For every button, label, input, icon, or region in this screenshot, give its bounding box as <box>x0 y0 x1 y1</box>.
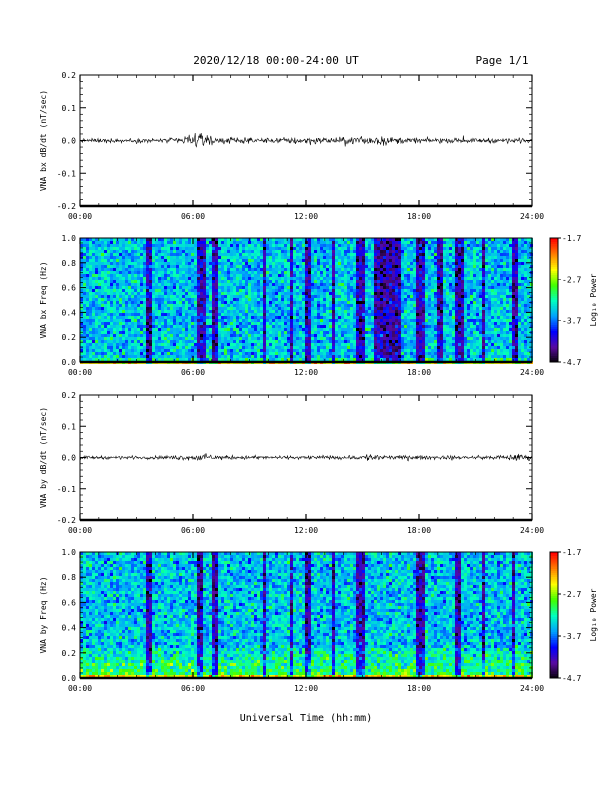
y-tick-label: 0.2 <box>62 71 77 80</box>
colorbar-tick-label: -1.7 <box>562 234 581 243</box>
y-tick-label: 0.0 <box>62 674 77 683</box>
x-tick-label: 12:00 <box>294 212 318 221</box>
colorbar-tick-label: -2.7 <box>562 590 581 599</box>
y-tick-label: 0.0 <box>62 358 77 367</box>
x-tick-label: 24:00 <box>520 684 544 693</box>
colorbar-tick-label: -4.7 <box>562 674 581 683</box>
panel-4: -1.7 -2.7 -3.7 -4.7 Log₁₀ Power 1.0 0.8 0.6 0.4 0… <box>39 548 598 693</box>
y-tick-label: 0.2 <box>62 391 77 400</box>
figure-title: 2020/12/18 00:00-24:00 UT <box>193 54 359 67</box>
x-tick-label: 18:00 <box>407 526 431 535</box>
y-tick-label: 1.0 <box>62 234 77 243</box>
colorbar-tick-label: -3.7 <box>562 632 581 641</box>
y-tick-label: 0.8 <box>62 259 77 268</box>
colorbar-label: Log₁₀ Power <box>589 588 598 641</box>
trace-line <box>79 132 533 148</box>
y-tick-label: 0.4 <box>62 308 77 317</box>
y-axis-label: VNA bx dB/dt (nT/sec) <box>39 90 48 191</box>
y-axis-label: VNA bx Freq (Hz) <box>39 261 48 338</box>
panels: 0.20.10.0-0.1-0.200:00 06:00 12:00 18:00 24:… <box>39 71 598 693</box>
colorbar-tick-label: -1.7 <box>562 548 581 557</box>
x-axis-label: Universal Time (hh:mm) <box>240 713 372 724</box>
x-tick-label: 00:00 <box>68 684 92 693</box>
y-tick-label: 0.8 <box>62 573 77 582</box>
colorbar-label: Log₁₀ Power <box>589 273 598 326</box>
spectrogram <box>80 552 533 678</box>
y-tick-label: 0.2 <box>62 649 77 658</box>
x-tick-label: 06:00 <box>181 526 205 535</box>
x-tick-label: 06:00 <box>181 212 205 221</box>
x-tick-label: 00:00 <box>68 526 92 535</box>
y-tick-label: -0.1 <box>57 169 76 178</box>
colorbar-tick-label: -4.7 <box>562 358 581 367</box>
x-tick-label: 12:00 <box>294 684 318 693</box>
y-tick-label: -0.2 <box>57 202 76 211</box>
x-tick-label: 00:00 <box>68 212 92 221</box>
x-tick-label: 24:00 <box>520 368 544 377</box>
y-tick-label: 0.0 <box>62 454 77 463</box>
y-tick-label: 0.1 <box>62 422 77 431</box>
y-tick-label: 0.6 <box>62 598 77 607</box>
panel-1: 0.2 0.1 0.0 -0.1 -0.200:00 06:00 12:00 18:00 24:… <box>39 71 544 221</box>
x-tick-label: 00:00 <box>68 368 92 377</box>
y-tick-label: -0.2 <box>57 516 76 525</box>
x-tick-label: 12:00 <box>294 526 318 535</box>
x-tick-label: 24:00 <box>520 526 544 535</box>
x-tick-label: 24:00 <box>520 212 544 221</box>
colorbar: -1.7 -2.7 -3.7 -4.7 Log₁₀ Power <box>549 234 598 367</box>
colorbar-frame <box>549 551 559 679</box>
colorbar-tick-label: -3.7 <box>562 317 581 326</box>
x-tick-label: 06:00 <box>181 684 205 693</box>
colorbar: -1.7 -2.7 -3.7 -4.7 Log₁₀ Power <box>549 548 598 683</box>
x-tick-label: 06:00 <box>181 368 205 377</box>
panel-3: 0.2 0.1 0.0 -0.1 -0.200:00 06:00 12:00 18:00 24:… <box>39 391 544 535</box>
y-tick-label: 0.0 <box>62 137 77 146</box>
y-tick-label: 0.4 <box>62 624 77 633</box>
page-number: Page 1/1 <box>476 54 529 67</box>
y-axis-label: VNA by dB/dt (nT/sec) <box>39 407 48 508</box>
y-tick-label: 1.0 <box>62 548 77 557</box>
y-tick-label: 0.6 <box>62 284 77 293</box>
y-tick-label: 0.2 <box>62 333 77 342</box>
y-tick-label: -0.1 <box>57 485 76 494</box>
spectrogram <box>80 238 533 364</box>
colorbar-frame <box>549 237 559 363</box>
x-tick-label: 18:00 <box>407 684 431 693</box>
panel-2: -1.7 -2.7 -3.7 -4.7 Log₁₀ Power 1.0 0.8 0.6 0.4 0… <box>39 234 598 377</box>
trace-line <box>79 453 532 462</box>
x-tick-label: 18:00 <box>407 212 431 221</box>
x-tick-label: 12:00 <box>294 368 318 377</box>
x-tick-label: 18:00 <box>407 368 431 377</box>
colorbar-tick-label: -2.7 <box>562 275 581 284</box>
y-axis-label: VNA by Freq (Hz) <box>39 576 48 653</box>
y-tick-label: 0.1 <box>62 104 77 113</box>
